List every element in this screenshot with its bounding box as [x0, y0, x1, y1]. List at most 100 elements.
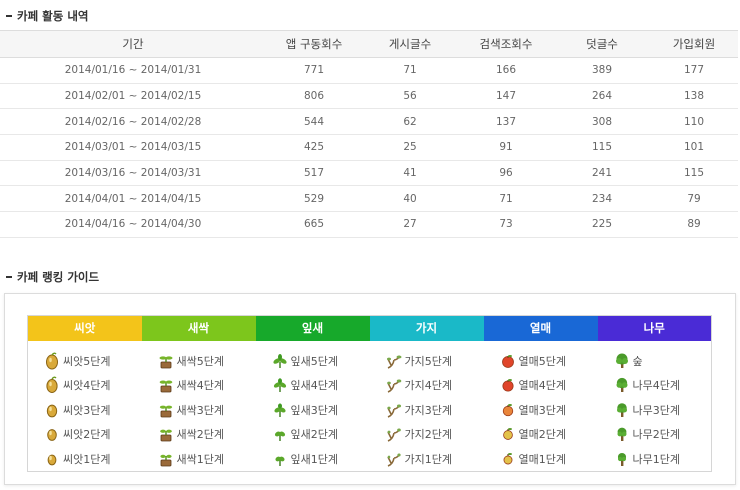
- table-cell: 771: [266, 57, 362, 84]
- ranking-stage-item: 새싹2단계: [157, 422, 256, 447]
- seed-icon: [47, 454, 57, 466]
- seed-icon: [46, 404, 58, 418]
- table-cell: 101: [650, 134, 738, 161]
- stage-label: 새싹1단계: [176, 452, 224, 466]
- stage-label: 씨앗1단계: [63, 452, 111, 466]
- table-cell: 137: [458, 108, 554, 136]
- table-cell: 2014/04/16 ~ 2014/04/30: [0, 211, 266, 238]
- ranking-stage-column: 새싹5단계 새싹4단계 새싹3단계 새싹2단계 새싹1단계: [142, 341, 256, 472]
- stage-label: 씨앗3단계: [63, 403, 111, 417]
- table-cell: 27: [362, 211, 458, 238]
- table-cell: 110: [650, 108, 738, 136]
- stage-label: 씨앗2단계: [63, 428, 111, 442]
- ranking-stage-item: 숲: [613, 349, 712, 374]
- table-cell: 806: [266, 83, 362, 110]
- table-cell: 40: [362, 185, 458, 213]
- table-row: 2014/01/16 ~ 2014/01/31 771 71 166 389 177: [0, 57, 738, 84]
- fruit-icon: [502, 403, 513, 416]
- sprout-icon: [159, 405, 172, 418]
- tree-icon: [616, 402, 627, 417]
- table-cell: 115: [650, 160, 738, 187]
- ranking-stage-item: 새싹1단계: [157, 447, 256, 472]
- ranking-stage-item: 씨앗1단계: [43, 447, 142, 472]
- stage-label: 가지2단계: [404, 428, 452, 442]
- header-app-launches: 앱 구동회수: [266, 30, 362, 58]
- ranking-header-seed: 씨앗: [27, 315, 142, 341]
- stage-label: 잎새1단계: [290, 452, 338, 466]
- table-cell: 2014/02/16 ~ 2014/02/28: [0, 108, 266, 136]
- table-cell: 177: [650, 57, 738, 84]
- leaf-icon: [274, 456, 285, 466]
- table-cell: 71: [458, 185, 554, 213]
- ranking-stage-column: 씨앗5단계 씨앗4단계 씨앗3단계 씨앗2단계 씨앗1단계: [28, 341, 142, 472]
- table-cell: 389: [554, 57, 650, 84]
- sprout-icon: [159, 454, 172, 467]
- ranking-header-row: 씨앗 새싹 잎새 가지 열매 나무: [27, 315, 712, 341]
- activity-title-text: 카페 활동 내역: [17, 9, 89, 23]
- table-cell: 138: [650, 83, 738, 110]
- table-cell: 529: [266, 185, 362, 213]
- table-cell: 62: [362, 108, 458, 136]
- ranking-stage-item: 씨앗2단계: [43, 422, 142, 447]
- table-cell: 308: [554, 108, 650, 136]
- stage-label: 잎새3단계: [290, 403, 338, 417]
- ranking-stage-item: 잎새2단계: [271, 422, 370, 447]
- sprout-icon: [159, 429, 172, 442]
- branch-icon: [386, 404, 401, 418]
- stage-label: 열매1단계: [518, 452, 566, 466]
- stage-label: 새싹4단계: [176, 379, 224, 393]
- sprout-icon: [159, 356, 172, 369]
- table-row: 2014/04/16 ~ 2014/04/30 665 27 73 225 89: [0, 211, 738, 238]
- tree-icon: [615, 378, 628, 393]
- branch-icon: [386, 428, 401, 442]
- table-cell: 225: [554, 211, 650, 238]
- ranking-title-text: 카페 랭킹 가이드: [17, 270, 100, 284]
- header-comments: 덧글수: [554, 30, 650, 58]
- ranking-stage-item: 씨앗4단계: [43, 373, 142, 398]
- header-search-views: 검색조회수: [458, 30, 554, 58]
- ranking-stage-row: 씨앗5단계 씨앗4단계 씨앗3단계 씨앗2단계 씨앗1단계 새싹5단계 새싹4단…: [28, 341, 712, 472]
- activity-table: 기간 앱 구동회수 게시글수 검색조회수 덧글수 가입회원 2014/01/16 ~ 20…: [0, 30, 738, 238]
- table-cell: 166: [458, 57, 554, 84]
- bullet-icon: [6, 15, 12, 17]
- ranking-stage-item: 잎새4단계: [271, 373, 370, 398]
- stage-label: 나무1단계: [632, 452, 680, 466]
- stage-label: 열매2단계: [518, 428, 566, 442]
- ranking-guide-table: 씨앗 새싹 잎새 가지 열매 나무 씨앗5단계 씨앗4단계 씨앗3단계 씨앗2단계 씨앗1…: [27, 315, 712, 472]
- branch-icon: [386, 379, 401, 393]
- stage-label: 열매4단계: [518, 379, 566, 393]
- table-cell: 544: [266, 108, 362, 136]
- ranking-stage-column: 숲 나무4단계 나무3단계 나무2단계 나무1단계: [598, 341, 712, 472]
- activity-header-row: 기간 앱 구동회수 게시글수 검색조회수 덧글수 가입회원: [0, 30, 738, 58]
- table-cell: 2014/03/16 ~ 2014/03/31: [0, 160, 266, 187]
- ranking-stage-item: 새싹4단계: [157, 373, 256, 398]
- ranking-stage-item: 나무2단계: [613, 422, 712, 447]
- table-cell: 79: [650, 185, 738, 213]
- table-cell: 73: [458, 211, 554, 238]
- table-cell: 71: [362, 57, 458, 84]
- table-cell: 147: [458, 83, 554, 110]
- leaf-icon: [273, 403, 286, 417]
- stage-label: 나무4단계: [632, 379, 680, 393]
- stage-label: 잎새5단계: [290, 354, 338, 368]
- table-cell: 264: [554, 83, 650, 110]
- ranking-header-branch: 가지: [369, 315, 484, 341]
- stage-label: 가지3단계: [404, 403, 452, 417]
- ranking-stage-item: 씨앗5단계: [43, 349, 142, 374]
- branch-icon: [386, 453, 401, 467]
- table-cell: 91: [458, 134, 554, 161]
- ranking-stage-item: 씨앗3단계: [43, 398, 142, 423]
- ranking-header-leaf: 잎새: [255, 315, 370, 341]
- ranking-stage-item: 열매1단계: [499, 447, 598, 472]
- stage-label: 가지1단계: [404, 452, 452, 466]
- tree-icon: [616, 427, 627, 442]
- leaf-icon: [273, 378, 286, 393]
- table-cell: 2014/04/01 ~ 2014/04/15: [0, 185, 266, 213]
- fruit-icon: [502, 428, 513, 441]
- sprout-icon: [159, 380, 172, 393]
- stage-label: 가지4단계: [404, 379, 452, 393]
- table-cell: 425: [266, 134, 362, 161]
- ranking-stage-item: 잎새3단계: [271, 398, 370, 423]
- ranking-stage-item: 나무3단계: [613, 398, 712, 423]
- ranking-stage-item: 열매5단계: [499, 349, 598, 374]
